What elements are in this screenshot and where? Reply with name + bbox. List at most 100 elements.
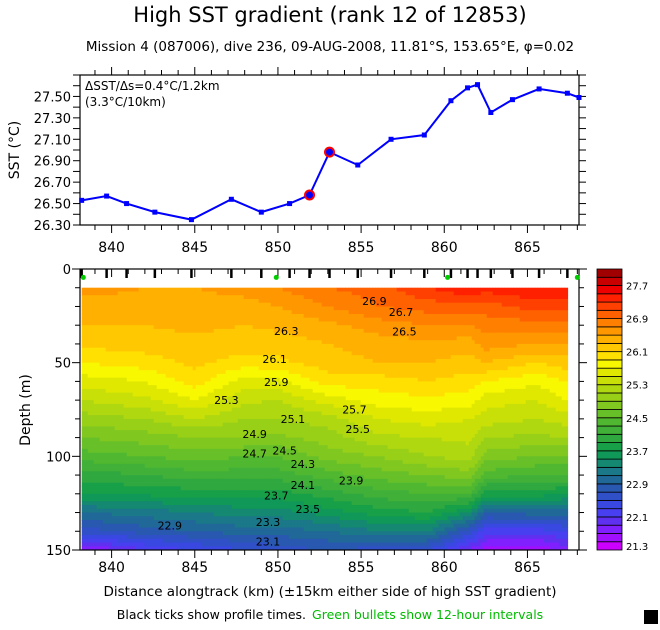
temperature-cell — [97, 310, 100, 314]
temperature-cell — [121, 299, 124, 303]
temperature-cell — [247, 396, 250, 400]
temperature-cell — [220, 501, 223, 505]
temperature-cell — [136, 355, 139, 359]
temperature-cell — [148, 295, 151, 299]
temperature-cell — [271, 400, 274, 404]
temperature-cell — [262, 288, 265, 292]
temperature-cell — [148, 329, 151, 333]
temperature-cell — [271, 423, 274, 427]
temperature-cell — [97, 385, 100, 389]
temperature-cell — [85, 513, 88, 517]
temperature-cell — [241, 494, 244, 498]
temperature-cell — [103, 381, 106, 385]
temperature-cell — [286, 318, 289, 322]
temperature-cell — [193, 310, 196, 314]
temperature-cell — [124, 535, 127, 539]
temperature-cell — [133, 404, 136, 408]
temperature-cell — [151, 490, 154, 494]
temperature-cell — [151, 288, 154, 292]
temperature-cell — [172, 486, 175, 490]
temperature-cell — [250, 411, 253, 415]
temperature-cell — [235, 524, 238, 528]
temperature-cell — [151, 453, 154, 457]
temperature-cell — [196, 348, 199, 352]
temperature-cell — [106, 479, 109, 483]
temperature-cell — [196, 344, 199, 348]
temperature-cell — [139, 344, 142, 348]
temperature-cell — [268, 456, 271, 460]
temperature-cell — [232, 314, 235, 318]
temperature-cell — [91, 370, 94, 374]
temperature-cell — [181, 307, 184, 311]
temperature-cell — [238, 434, 241, 438]
temperature-cell — [154, 393, 157, 397]
temperature-cell — [238, 288, 241, 292]
temperature-cell — [280, 471, 283, 475]
temperature-cell — [235, 381, 238, 385]
temperature-cell — [97, 314, 100, 318]
temperature-cell — [175, 348, 178, 352]
temperature-cell — [199, 524, 202, 528]
temperature-cell — [232, 359, 235, 363]
temperature-cell — [118, 333, 121, 337]
temperature-cell — [223, 299, 226, 303]
temperature-cell — [103, 359, 106, 363]
temperature-cell — [238, 513, 241, 517]
temperature-cell — [271, 299, 274, 303]
temperature-cell — [82, 516, 85, 520]
temperature-cell — [253, 385, 256, 389]
temperature-cell — [247, 307, 250, 311]
temperature-cell — [118, 340, 121, 344]
temperature-cell — [169, 483, 172, 487]
temperature-cell — [85, 471, 88, 475]
temperature-cell — [247, 419, 250, 423]
temperature-cell — [166, 299, 169, 303]
temperature-cell — [187, 430, 190, 434]
temperature-cell — [97, 396, 100, 400]
temperature-cell — [277, 423, 280, 427]
temperature-cell — [169, 340, 172, 344]
temperature-cell — [184, 423, 187, 427]
temperature-cell — [97, 355, 100, 359]
temperature-cell — [247, 411, 250, 415]
temperature-cell — [271, 314, 274, 318]
temperature-cell — [97, 363, 100, 367]
temperature-cell — [127, 393, 130, 397]
temperature-cell — [82, 411, 85, 415]
temperature-cell — [232, 528, 235, 532]
temperature-cell — [160, 292, 163, 296]
temperature-cell — [106, 453, 109, 457]
temperature-cell — [118, 486, 121, 490]
temperature-cell — [202, 329, 205, 333]
temperature-cell — [238, 363, 241, 367]
temperature-cell — [289, 374, 292, 378]
temperature-cell — [253, 419, 256, 423]
temperature-cell — [253, 408, 256, 412]
temperature-cell — [133, 445, 136, 449]
temperature-cell — [154, 513, 157, 517]
temperature-cell — [148, 483, 151, 487]
temperature-cell — [247, 528, 250, 532]
temperature-cell — [241, 411, 244, 415]
temperature-cell — [268, 318, 271, 322]
temperature-cell — [196, 468, 199, 472]
temperature-cell — [148, 318, 151, 322]
temperature-cell — [166, 378, 169, 382]
temperature-cell — [265, 299, 268, 303]
temperature-cell — [94, 464, 97, 468]
temperature-cell — [214, 303, 217, 307]
temperature-cell — [106, 490, 109, 494]
temperature-cell — [124, 516, 127, 520]
temperature-cell — [115, 539, 118, 543]
temperature-cell — [259, 340, 262, 344]
temperature-cell — [133, 528, 136, 532]
temperature-cell — [100, 426, 103, 430]
temperature-cell — [109, 318, 112, 322]
temperature-cell — [220, 434, 223, 438]
temperature-cell — [166, 483, 169, 487]
temperature-cell — [109, 441, 112, 445]
temperature-cell — [127, 501, 130, 505]
sst-point — [355, 163, 360, 168]
temperature-cell — [220, 363, 223, 367]
temperature-cell — [196, 336, 199, 340]
